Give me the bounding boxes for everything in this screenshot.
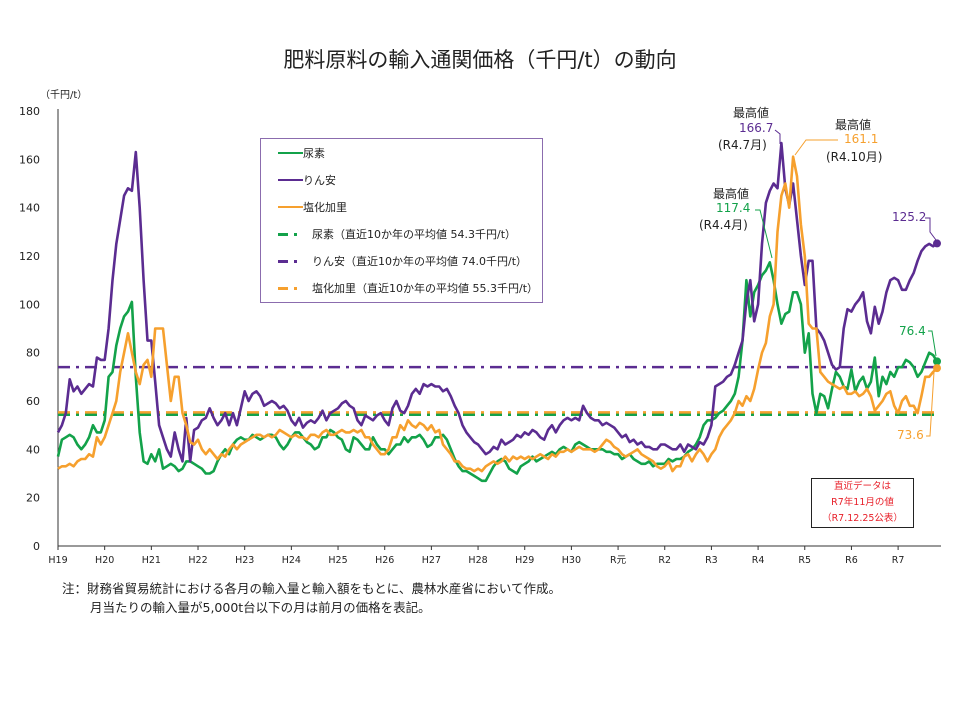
y-tick-label: 140 xyxy=(19,202,40,215)
legend-item: 塩化加里（直近10か年の平均値 55.3千円/t） xyxy=(278,279,538,297)
kari-peak-leader xyxy=(794,139,838,156)
rinan-latest-value: 125.2 xyxy=(892,210,927,224)
latest-note-line: R7年11月の値 xyxy=(831,497,894,508)
x-tick-label: R5 xyxy=(798,555,811,566)
latest-point xyxy=(933,364,941,373)
y-tick-label: 160 xyxy=(19,153,40,166)
x-tick-label: H19 xyxy=(48,555,67,566)
footnote-line: 月当たりの輸入量が5,000t台以下の月は前月の価格を表記。 xyxy=(90,600,431,615)
x-tick-label: H26 xyxy=(375,555,394,566)
legend: 尿素りん安塩化加里尿素（直近10か年の平均値 54.3千円/t） りん安（直近10… xyxy=(260,138,543,303)
legend-label: りん安 xyxy=(303,174,336,187)
series-line xyxy=(57,155,938,473)
x-tick-label: H28 xyxy=(468,555,487,566)
nyoso-latest-leader xyxy=(928,330,937,357)
x-tick-label: R2 xyxy=(658,555,671,566)
rinan-latest-leader xyxy=(925,217,937,241)
x-tick-label: H22 xyxy=(188,555,207,566)
legend-label: りん安（直近10か年の平均値 74.0千円/t） xyxy=(312,255,528,268)
y-axis-unit: （千円/t） xyxy=(40,90,88,101)
chart-title: 肥料原料の輸入通関価格（千円/t）の動向 xyxy=(283,48,677,72)
rinan-peak-title: 最高値 xyxy=(733,106,770,120)
legend-item: りん安 xyxy=(278,171,336,189)
x-tick-label: H30 xyxy=(562,555,581,566)
latest-point xyxy=(933,239,941,248)
x-tick-label: H23 xyxy=(235,555,254,566)
legend-label: 塩化加里（直近10か年の平均値 55.3千円/t） xyxy=(312,282,539,295)
legend-swatch-solid xyxy=(278,205,303,209)
x-tick-label: R7 xyxy=(892,555,905,566)
rinan-peak-value: 166.7 xyxy=(739,121,774,135)
x-tick-label: H25 xyxy=(328,555,347,566)
nyoso-peak-leader xyxy=(755,209,773,259)
series-line xyxy=(56,260,939,483)
kari-latest-leader xyxy=(926,371,935,437)
x-tick-label: R6 xyxy=(845,555,858,566)
latest-note-line: （R7.12.25公表） xyxy=(822,513,903,524)
legend-item: りん安（直近10か年の平均値 74.0千円/t） xyxy=(278,252,527,270)
nyoso-peak-title: 最高値 xyxy=(713,187,750,201)
legend-swatch-solid xyxy=(278,178,303,182)
rinan-peak-date: (R4.7月) xyxy=(718,138,767,152)
y-tick-label: 40 xyxy=(26,443,40,456)
nyoso-peak-date: (R4.4月) xyxy=(699,218,748,232)
legend-item: 尿素（直近10か年の平均値 54.3千円/t） xyxy=(278,225,516,243)
latest-note-line: 直近データは xyxy=(833,481,891,492)
x-tick-label: R4 xyxy=(752,555,765,566)
y-tick-label: 0 xyxy=(33,540,40,553)
x-tick-label: H21 xyxy=(142,555,161,566)
nyoso-latest-value: 76.4 xyxy=(899,324,926,338)
footnote-line: 注：財務省貿易統計における各月の輸入量と輸入額をもとに、農林水産省において作成。 xyxy=(62,581,562,596)
legend-item: 尿素 xyxy=(278,144,325,162)
legend-label: 尿素 xyxy=(303,147,325,160)
legend-swatch-dashdot xyxy=(278,282,308,295)
kari-peak-date: (R4.10月) xyxy=(826,150,883,164)
x-tick-label: H20 xyxy=(95,555,114,566)
rinan-peak-leader xyxy=(774,129,781,144)
y-tick-label: 80 xyxy=(26,347,40,360)
y-tick-label: 180 xyxy=(19,105,40,118)
y-tick-label: 120 xyxy=(19,250,40,263)
y-tick-label: 100 xyxy=(19,298,40,311)
legend-swatch-dashdot xyxy=(278,228,308,241)
y-tick-label: 60 xyxy=(26,395,40,408)
latest-data-note-box: 直近データは R7年11月の値 （R7.12.25公表） xyxy=(811,478,914,528)
x-tick-label: H27 xyxy=(422,555,441,566)
legend-label: 尿素（直近10か年の平均値 54.3千円/t） xyxy=(312,228,517,241)
kari-peak-value: 161.1 xyxy=(844,132,879,146)
x-tick-label: R3 xyxy=(705,555,718,566)
kari-peak-title: 最高値 xyxy=(835,118,872,132)
x-tick-label: H29 xyxy=(515,555,534,566)
nyoso-peak-value: 117.4 xyxy=(716,201,751,215)
legend-swatch-dashdot xyxy=(278,255,308,268)
y-tick-label: 20 xyxy=(26,492,40,505)
legend-item: 塩化加里 xyxy=(278,198,347,216)
legend-swatch-solid xyxy=(278,151,303,155)
kari-latest-value: 73.6 xyxy=(897,428,924,442)
legend-label: 塩化加里 xyxy=(303,201,347,214)
latest-point xyxy=(933,357,941,366)
x-tick-label: H24 xyxy=(282,555,301,566)
x-tick-label: R元 xyxy=(610,555,627,566)
